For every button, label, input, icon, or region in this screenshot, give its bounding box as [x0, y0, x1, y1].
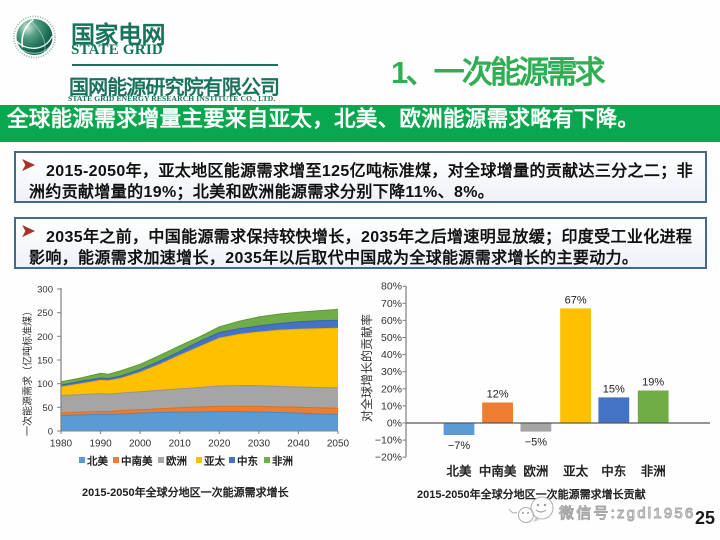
svg-text:−20%: −20%	[375, 452, 402, 464]
svg-text:10%: 10%	[381, 400, 402, 412]
svg-text:15%: 15%	[603, 383, 625, 395]
svg-text:50: 50	[42, 403, 53, 414]
svg-text:100: 100	[37, 379, 53, 390]
svg-text:70%: 70%	[381, 298, 402, 310]
svg-text:12%: 12%	[487, 389, 509, 401]
svg-text:250: 250	[37, 308, 53, 319]
svg-text:欧洲: 欧洲	[166, 455, 187, 468]
svg-text:欧洲: 欧洲	[523, 464, 548, 479]
svg-text:非洲: 非洲	[641, 464, 666, 479]
svg-text:2000: 2000	[129, 439, 152, 450]
svg-text:中南美: 中南美	[121, 455, 153, 468]
svg-text:67%: 67%	[565, 294, 587, 306]
svg-text:300: 300	[37, 285, 53, 296]
svg-text:2010: 2010	[169, 439, 192, 450]
svg-text:2020: 2020	[208, 439, 231, 450]
svg-text:−10%: −10%	[375, 435, 402, 447]
svg-text:20%: 20%	[381, 383, 402, 395]
svg-text:北美: 北美	[87, 455, 108, 468]
svg-text:80%: 80%	[381, 281, 402, 293]
svg-text:−7%: −7%	[448, 440, 471, 452]
svg-text:亚太: 亚太	[563, 464, 589, 479]
svg-text:60%: 60%	[381, 315, 402, 327]
svg-text:中东: 中东	[601, 464, 627, 479]
svg-text:150: 150	[37, 356, 53, 367]
svg-text:1980: 1980	[50, 439, 73, 450]
svg-text:2040: 2040	[287, 439, 310, 450]
svg-text:2030: 2030	[248, 439, 271, 450]
svg-text:2050: 2050	[327, 439, 350, 450]
svg-text:对全球增长的贡献率: 对全球增长的贡献率	[359, 314, 374, 422]
svg-text:40%: 40%	[381, 349, 402, 361]
svg-text:0: 0	[48, 427, 53, 438]
svg-text:50%: 50%	[381, 332, 402, 344]
svg-text:中南美: 中南美	[479, 464, 517, 479]
svg-text:200: 200	[37, 332, 53, 343]
svg-text:0%: 0%	[387, 418, 402, 430]
svg-text:亚太: 亚太	[204, 455, 225, 468]
svg-text:−5%: −5%	[525, 437, 548, 449]
svg-text:中东: 中东	[237, 455, 258, 468]
svg-text:北美: 北美	[446, 464, 472, 479]
svg-text:30%: 30%	[381, 366, 402, 378]
svg-text:一次能源需求（亿吨标准煤）: 一次能源需求（亿吨标准煤）	[21, 306, 34, 436]
svg-text:1990: 1990	[89, 439, 112, 450]
svg-text:19%: 19%	[642, 377, 664, 389]
svg-text:非洲: 非洲	[272, 455, 293, 468]
